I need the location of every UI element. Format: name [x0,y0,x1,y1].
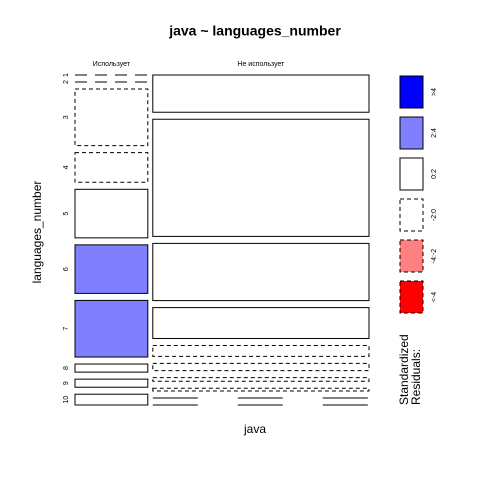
mosaic-cell [74,299,149,358]
y-tick-label: 10 [63,396,70,404]
legend-label: <-4 [431,292,438,302]
y-tick-label: 5 [63,212,70,216]
y-tick-label: 9 [63,381,70,385]
legend-label: -2:0 [431,209,438,221]
mosaic-cell [152,242,370,302]
mosaic-cell [152,362,370,372]
mosaic-cell [152,118,370,237]
legend-swatch [399,198,424,232]
mosaic-cell [74,88,149,147]
legend-swatch [399,116,424,150]
legend-title: Standardized [397,334,411,405]
legend-label: -4:-2 [431,249,438,264]
mosaic-cell [74,244,149,294]
y-axis-label: languages_number [30,181,44,284]
mosaic-cell [152,344,370,357]
legend-swatch [399,280,424,314]
y-tick-label: 3 [63,115,70,119]
y-tick-label: 8 [63,366,70,370]
mosaic-cell [74,393,149,406]
mosaic-cell [152,377,370,382]
y-tick-label: 1 [63,73,70,77]
legend-swatch [399,157,424,191]
column-label: Не использует [237,61,285,68]
x-axis-label: java [243,422,266,436]
legend-label: 0:2 [431,169,438,179]
mosaic-cell [74,378,149,388]
y-tick-label: 2 [63,80,70,84]
mosaic-cell [74,188,149,239]
mosaic-cell [152,307,370,339]
mosaic-cell [74,363,149,373]
y-tick-label: 7 [63,327,70,331]
y-tick-label: 4 [63,165,70,169]
legend-title: Residuals: [409,349,423,405]
chart-title: java ~ languages_number [168,23,341,39]
legend-label: 2:4 [431,128,438,138]
mosaic-cell [152,387,370,392]
legend-swatch [399,75,424,109]
legend-label: >4 [431,88,438,96]
y-tick-label: 6 [63,267,70,271]
column-label: Использует [93,61,131,68]
legend-swatch [399,239,424,273]
mosaic-cell [74,152,149,183]
mosaic-cell [152,74,370,113]
